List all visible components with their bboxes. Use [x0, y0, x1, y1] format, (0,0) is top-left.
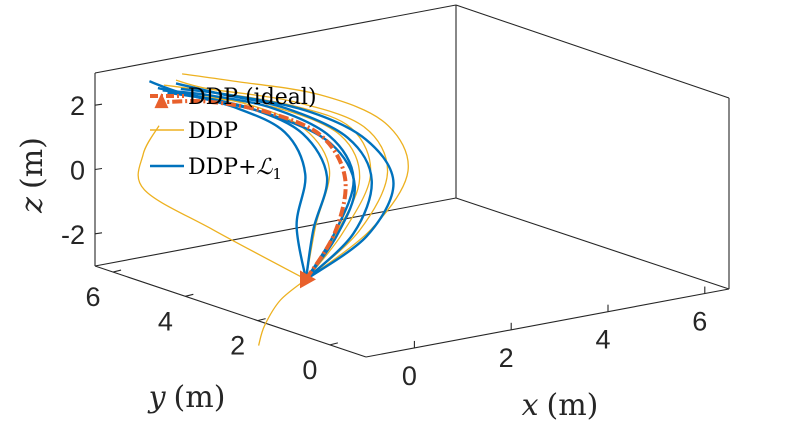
ddp-l1-trajectory-line: [157, 86, 329, 280]
x-tick-label: 2: [499, 343, 514, 373]
z-axis-label: z(m): [15, 137, 50, 214]
back-top-edge: [94, 4, 457, 74]
y-tick-label: 4: [158, 306, 173, 336]
ddp-trajectory-line: [137, 125, 307, 280]
x-axis-label: x (m): [522, 388, 599, 423]
back-right-top-edge: [455, 4, 730, 99]
z-tick-label: 0: [70, 156, 85, 186]
y-tick-label: 0: [302, 355, 317, 385]
legend-label-ddp: DDP: [188, 119, 238, 144]
y-tick: [257, 318, 266, 322]
z-tick: [94, 232, 103, 235]
start-marker: [300, 270, 316, 289]
ddp-trajectory-line: [175, 79, 389, 280]
x-tick-label: 6: [692, 307, 707, 337]
z-tick-label: 2: [70, 91, 85, 121]
ddp-ideal-trajectory: [161, 99, 348, 281]
axis-labels: x (m) y (m) z(m): [15, 137, 598, 423]
z-tick: [94, 167, 103, 171]
legend-label-l1: DDP+ℒ1: [188, 155, 282, 183]
back-floor-right-edge: [455, 197, 730, 290]
y-tick: [329, 342, 339, 346]
x-tick-label: 0: [402, 361, 417, 391]
axis-ticks: [94, 103, 706, 348]
y-tick-label: 2: [230, 331, 245, 361]
front-floor-right-edge: [365, 288, 730, 358]
ddp-ideal-trajectory-line: [161, 99, 348, 281]
x-tick-label: 4: [595, 325, 610, 355]
axis-tick-labels: 0 2 4 6 0 2 4 6 -2 0 2: [61, 91, 707, 391]
ddp-l1-trajectory-line: [180, 87, 395, 281]
legend: DDP (ideal) DDP DDP+ℒ1: [150, 85, 317, 183]
y-tick: [112, 269, 122, 273]
legend-label-ideal: DDP (ideal): [188, 85, 317, 110]
ddp-l1-trajectory-line: [148, 80, 308, 280]
ddp-trajectory-line: [186, 91, 331, 280]
y-tick-label: 6: [86, 282, 101, 312]
ddp-trajectory-line: [257, 278, 307, 346]
y-tick: [185, 293, 194, 297]
z-tick-label: -2: [61, 220, 85, 250]
start-end-markers: [154, 93, 316, 289]
back-floor-left-edge: [94, 197, 457, 267]
ddp-l1-trajectories: [148, 80, 395, 281]
z-tick: [94, 103, 103, 106]
axes-box: [94, 4, 730, 358]
y-axis-label: y (m): [147, 380, 226, 415]
front-floor-left-edge: [94, 265, 367, 358]
end-marker: [154, 93, 169, 109]
